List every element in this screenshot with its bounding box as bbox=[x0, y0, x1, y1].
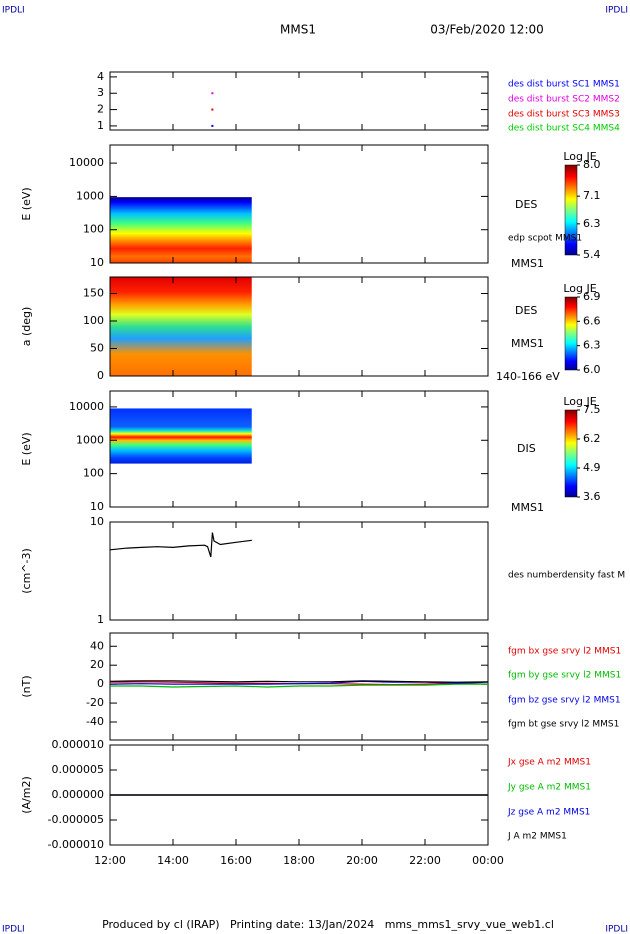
spectrogram bbox=[110, 277, 252, 376]
y-tick-label: 10 bbox=[90, 500, 104, 513]
annotation: 140-166 eV bbox=[496, 370, 560, 383]
y-axis-label: (nT) bbox=[20, 675, 33, 697]
series-line bbox=[109, 532, 252, 558]
colorbar-label: Log JE bbox=[563, 395, 596, 408]
series-line bbox=[110, 683, 488, 688]
colorbar-tick-label: 6.6 bbox=[583, 314, 601, 327]
spacecraft: MMS1 bbox=[280, 23, 316, 37]
point bbox=[211, 108, 214, 111]
legend-entry: Jz gse A m2 MMS1 bbox=[507, 808, 590, 818]
legend-entry: Jy gse A m2 MMS1 bbox=[507, 783, 591, 793]
y-tick-label: 10000 bbox=[69, 400, 104, 413]
y-tick-label: 10000 bbox=[69, 156, 104, 169]
y-tick-label: 100 bbox=[83, 314, 104, 327]
legend-entry: des dist burst SC3 MMS3 bbox=[508, 110, 620, 120]
point bbox=[211, 124, 214, 127]
y-tick-label: 1000 bbox=[76, 433, 104, 446]
footer: Produced by cl (IRAP) Printing date: 13/… bbox=[102, 918, 554, 931]
colorbar-tick-label: 3.6 bbox=[583, 490, 601, 503]
legend-entry: des dist burst SC1 MMS1 bbox=[508, 80, 620, 90]
legend-entry: des numberdensity fast M bbox=[508, 571, 625, 581]
y-tick-label: 0 bbox=[97, 677, 104, 690]
y-tick-label: 0 bbox=[97, 369, 104, 382]
annotation: DIS bbox=[517, 442, 536, 455]
annotation: DES bbox=[515, 304, 537, 317]
y-tick-label: 2 bbox=[97, 103, 104, 116]
spectrogram bbox=[110, 197, 252, 263]
y-tick-label: 1 bbox=[97, 119, 104, 132]
x-tick-label: 18:00 bbox=[283, 854, 315, 867]
colorbar-tick-label: 4.9 bbox=[583, 461, 601, 474]
x-tick-label: 20:00 bbox=[346, 854, 378, 867]
y-tick-label: 0.000010 bbox=[52, 738, 105, 751]
colorbar-tick-label: 7.1 bbox=[583, 189, 601, 202]
y-tick-label: 10 bbox=[90, 256, 104, 269]
y-axis-label: (cm^-3) bbox=[20, 548, 33, 594]
y-tick-label: 4 bbox=[97, 70, 104, 83]
y-axis-label: E (eV) bbox=[20, 432, 33, 465]
colorbar-tick-label: 6.3 bbox=[583, 339, 601, 352]
y-tick-label: 0.000000 bbox=[52, 788, 105, 801]
y-tick-label: 1000 bbox=[76, 189, 104, 202]
legend-entry: fgm bt gse srvy l2 MMS1 bbox=[508, 720, 619, 730]
colorbar-tick-label: 8.0 bbox=[583, 158, 601, 171]
y-tick-label: -40 bbox=[86, 715, 104, 728]
legend-entry: des dist burst SC4 MMS4 bbox=[508, 124, 620, 134]
y-tick-label: -20 bbox=[86, 696, 104, 709]
date: 03/Feb/2020 12:00 bbox=[430, 23, 544, 37]
legend-entry: fgm bx gse srvy l2 MMS1 bbox=[508, 647, 621, 657]
colorbar-label: Log JE bbox=[563, 150, 596, 163]
y-tick-label: 100 bbox=[83, 223, 104, 236]
point bbox=[211, 92, 214, 95]
colorbar-label: Log JE bbox=[563, 282, 596, 295]
legend-entry: fgm by gse srvy l2 MMS1 bbox=[508, 671, 621, 681]
y-tick-label: -0.000005 bbox=[48, 813, 104, 826]
corner-label: IPDLI bbox=[605, 6, 628, 16]
x-tick-label: 00:00 bbox=[472, 854, 504, 867]
colorbar-tick-label: 7.5 bbox=[583, 403, 601, 416]
annotation: edp scpot MMS1 bbox=[508, 234, 582, 244]
legend-entry: Jx gse A m2 MMS1 bbox=[507, 758, 591, 768]
annotation: MMS1 bbox=[511, 337, 544, 350]
colorbar bbox=[564, 296, 578, 371]
corner-label: IPDLI bbox=[2, 925, 25, 934]
y-axis-label: a (deg) bbox=[20, 307, 33, 347]
y-tick-label: 3 bbox=[97, 86, 104, 99]
y-tick-label: 40 bbox=[90, 639, 104, 652]
panel-frame bbox=[109, 521, 489, 621]
corner-label: IPDLI bbox=[2, 6, 25, 16]
spectrogram bbox=[110, 408, 252, 464]
panel-frame bbox=[109, 71, 489, 131]
y-tick-label: 100 bbox=[83, 467, 104, 480]
colorbar-tick-label: 5.4 bbox=[583, 248, 601, 261]
y-axis-label: (A/m2) bbox=[20, 776, 33, 814]
y-tick-label: 150 bbox=[83, 287, 104, 300]
y-tick-label: 20 bbox=[90, 658, 104, 671]
legend-entry: fgm bz gse srvy l2 MMS1 bbox=[508, 696, 621, 706]
colorbar-tick-label: 6.9 bbox=[583, 290, 601, 303]
annotation: MMS1 bbox=[511, 257, 544, 270]
y-axis-label: E (eV) bbox=[20, 187, 33, 220]
corner-label: IPDLI bbox=[605, 925, 628, 934]
y-tick-label: 1 bbox=[97, 613, 104, 626]
y-tick-label: 10 bbox=[90, 515, 104, 528]
series-line bbox=[109, 680, 489, 683]
colorbar bbox=[564, 164, 578, 256]
legend-entry: des dist burst SC2 MMS2 bbox=[508, 95, 620, 105]
x-tick-label: 14:00 bbox=[157, 854, 189, 867]
colorbar bbox=[564, 409, 578, 498]
annotation: DES bbox=[515, 198, 537, 211]
y-tick-label: -0.000010 bbox=[48, 838, 104, 851]
x-tick-label: 12:00 bbox=[94, 854, 126, 867]
y-tick-label: 0.000005 bbox=[52, 763, 105, 776]
colorbar-tick-label: 6.2 bbox=[583, 432, 601, 445]
x-tick-label: 16:00 bbox=[220, 854, 252, 867]
colorbar-tick-label: 6.3 bbox=[583, 217, 601, 230]
y-tick-label: 50 bbox=[90, 342, 104, 355]
colorbar-tick-label: 6.0 bbox=[583, 363, 601, 376]
annotation: MMS1 bbox=[511, 501, 544, 514]
legend-entry: J A m2 MMS1 bbox=[507, 832, 567, 842]
x-tick-label: 22:00 bbox=[409, 854, 441, 867]
